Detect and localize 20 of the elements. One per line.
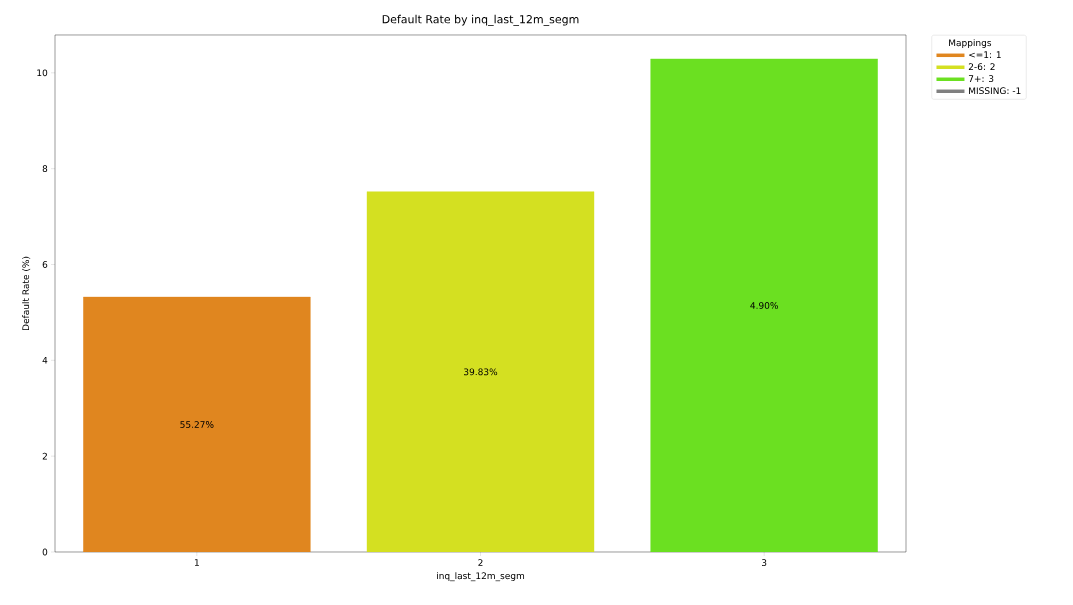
y-tick-label: 2 [42, 452, 47, 460]
x-tick-label: 1 [194, 559, 199, 566]
y-tick-label: 4 [42, 357, 48, 364]
y-tick-label: 10 [37, 69, 48, 77]
y-axis-title: Default Rate (%) [22, 256, 31, 330]
legend-label: <=1: 1 [969, 51, 1001, 58]
x-tick-label: 2 [478, 559, 483, 566]
annotation: 39.83% [464, 368, 498, 376]
legend-label: 7+: 3 [968, 75, 994, 83]
annotation: 55.27% [180, 421, 214, 428]
legend-label: MISSING: -1 [969, 87, 1021, 95]
legend-label: 2-6: 2 [968, 63, 995, 71]
y-tick-label: 6 [42, 261, 48, 268]
annotation: 4.90% [750, 302, 778, 309]
y-tick-label: 8 [42, 165, 48, 173]
x-axis-title: inq_last_12m_segm [437, 572, 525, 582]
chart-title: Default Rate by inq_last_12m_segm [382, 14, 579, 26]
x-tick-label: 3 [762, 559, 767, 566]
legend-title: Mappings [949, 39, 992, 48]
y-tick-label: 0 [42, 548, 48, 556]
